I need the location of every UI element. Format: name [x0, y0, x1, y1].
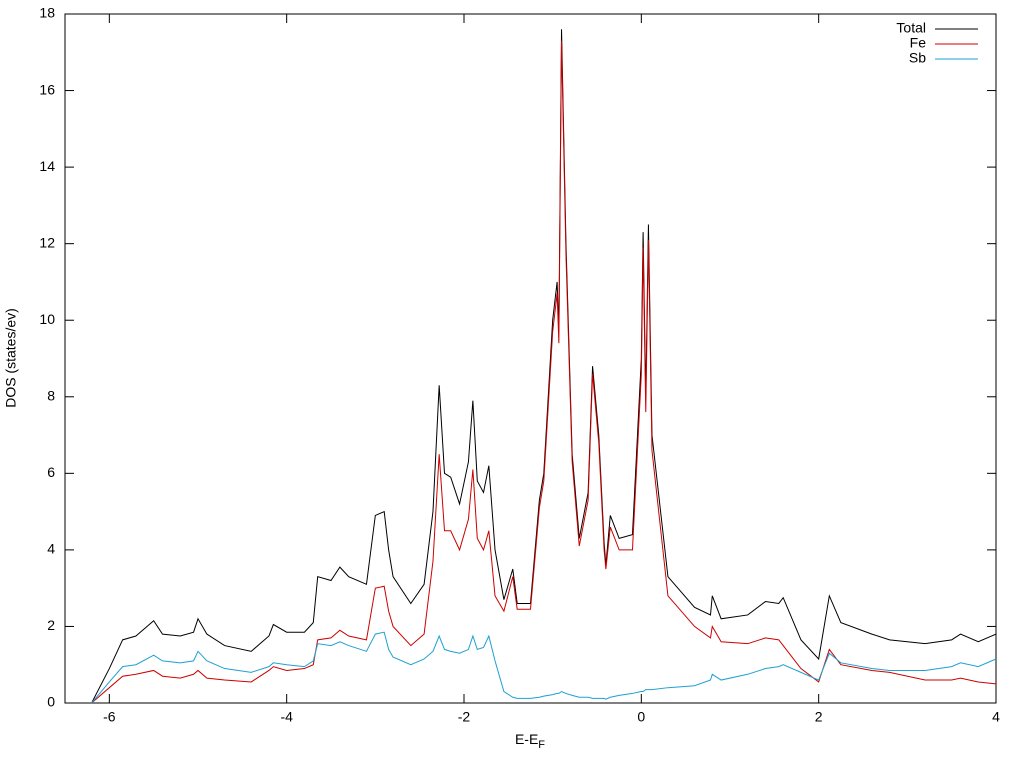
y-tick-label: 4: [47, 541, 55, 557]
series-line: [91, 29, 997, 704]
x-label-subscript: F: [538, 739, 545, 751]
y-tick-label: 18: [39, 5, 55, 21]
x-tick-label: 4: [992, 709, 1000, 725]
x-tick-label: -6: [103, 709, 116, 725]
x-tick-label: 2: [815, 709, 823, 725]
y-axis-label: DOS (states/ev): [3, 308, 19, 408]
y-tick-label: 14: [39, 158, 55, 174]
x-tick-label: 0: [637, 709, 645, 725]
x-tick-label: -4: [280, 709, 293, 725]
legend-label: Total: [896, 20, 926, 36]
y-tick-label: 8: [47, 387, 55, 403]
series-line: [91, 631, 997, 704]
x-axis-label: E-EF: [515, 731, 545, 751]
legend-label: Sb: [909, 50, 926, 66]
y-tick-label: 12: [39, 234, 55, 250]
x-tick-label: -2: [458, 709, 471, 725]
y-tick-label: 10: [39, 311, 55, 327]
y-tick-label: 16: [39, 81, 55, 97]
y-tick-label: 6: [47, 464, 55, 480]
y-tick-label: 0: [47, 694, 55, 710]
x-label-main: E-E: [515, 731, 538, 747]
series-line: [91, 40, 997, 704]
legend-label: Fe: [910, 35, 927, 51]
y-tick-label: 2: [47, 617, 55, 633]
plot-frame: [64, 13, 997, 704]
